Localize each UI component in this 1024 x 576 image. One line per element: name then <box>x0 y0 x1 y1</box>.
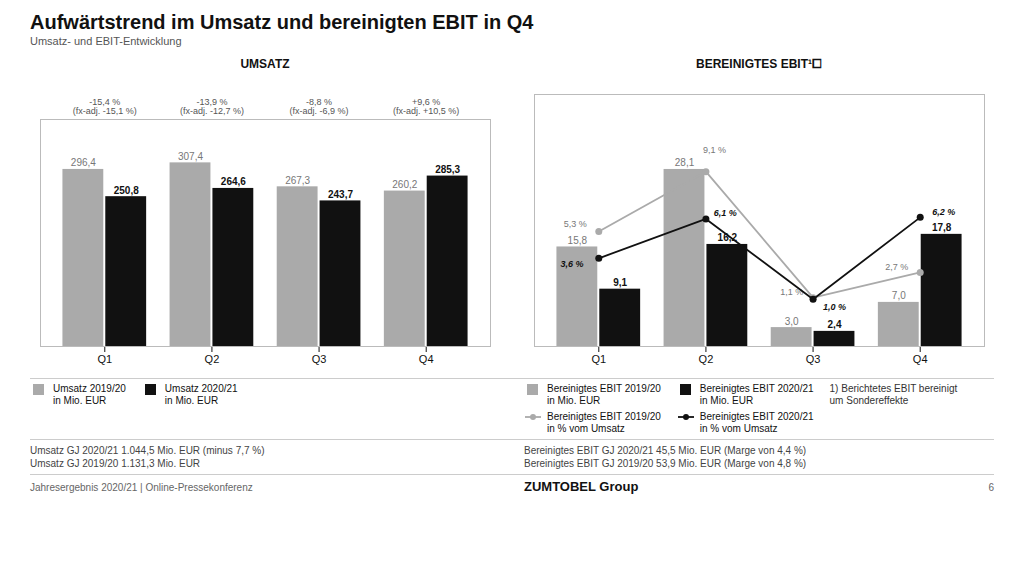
svg-text:9,1 %: 9,1 % <box>703 145 726 155</box>
svg-text:-15,4 %(fx-adj. -15,1 %): -15,4 %(fx-adj. -15,1 %) <box>73 97 137 116</box>
svg-text:6,1 %: 6,1 % <box>714 208 737 218</box>
svg-text:307,4: 307,4 <box>178 151 203 162</box>
svg-text:Q3: Q3 <box>806 353 821 365</box>
svg-text:15,8: 15,8 <box>568 235 588 246</box>
svg-text:5,3 %: 5,3 % <box>564 219 587 229</box>
svg-text:-13,9 %(fx-adj. -12,7 %): -13,9 %(fx-adj. -12,7 %) <box>180 97 244 116</box>
svg-text:16,2: 16,2 <box>718 232 738 243</box>
html-text:Bereinigtes EBIT 2019/20 in %: Bereinigtes EBIT 2019/20 in % vom Umsatz <box>547 411 661 434</box>
html-text:Bereinigtes EBIT GJ 2020/21 45: Bereinigtes EBIT GJ 2020/21 45,5 Mio. EU… <box>524 445 807 456</box>
html-text:6: 6 <box>988 482 994 493</box>
html-text:Aufwärtstrend im Umsatz und be: Aufwärtstrend im Umsatz und bereinigten … <box>30 11 534 33</box>
svg-text:1,1 %: 1,1 % <box>780 287 803 297</box>
html-text:ZUMTOBEL Group: ZUMTOBEL Group <box>524 479 639 494</box>
svg-text:9,1: 9,1 <box>613 277 627 288</box>
svg-text:2,7 %: 2,7 % <box>885 262 908 272</box>
svg-text:+9,6 %(fx-adj. +10,5 %): +9,6 %(fx-adj. +10,5 %) <box>393 97 459 116</box>
html-text:UMSATZ: UMSATZ <box>240 57 290 71</box>
svg-text:264,6: 264,6 <box>221 176 246 187</box>
svg-text:Q1: Q1 <box>591 353 606 365</box>
html-text:BEREINIGTES EBIT¹⧠: BEREINIGTES EBIT¹⧠ <box>696 57 822 71</box>
svg-text:243,7: 243,7 <box>328 189 353 200</box>
svg-text:6,2 %: 6,2 % <box>932 207 955 217</box>
html-text:Bereinigtes EBIT 2020/21 in Mi: Bereinigtes EBIT 2020/21 in Mio. EUR <box>699 383 814 406</box>
svg-text:Q1: Q1 <box>97 353 112 365</box>
svg-text:Q2: Q2 <box>205 353 220 365</box>
html-text:Bereinigtes EBIT GJ 2019/20 53: Bereinigtes EBIT GJ 2019/20 53,9 Mio. EU… <box>524 458 807 469</box>
html-text:Umsatz 2019/20 in Mio. EUR: Umsatz 2019/20 in Mio. EUR <box>53 383 126 406</box>
svg-text:28,1: 28,1 <box>675 157 695 168</box>
html-text:Bereinigtes EBIT 2019/20 in Mi: Bereinigtes EBIT 2019/20 in Mio. EUR <box>547 383 661 406</box>
svg-text:Q3: Q3 <box>312 353 327 365</box>
html-text:Umsatz GJ 2019/20 1.131,3 Mio.: Umsatz GJ 2019/20 1.131,3 Mio. EUR <box>30 458 201 469</box>
svg-text:3,6 %: 3,6 % <box>560 259 583 269</box>
svg-text:3,0: 3,0 <box>785 316 799 327</box>
svg-text:260,2: 260,2 <box>392 179 417 190</box>
html-text:Umsatz 2020/21 in Mio. EUR: Umsatz 2020/21 in Mio. EUR <box>164 383 238 406</box>
svg-text:-8,8 %(fx-adj. -6,9 %): -8,8 %(fx-adj. -6,9 %) <box>290 97 349 116</box>
svg-text:7,0: 7,0 <box>892 290 906 301</box>
svg-text:2,4: 2,4 <box>828 319 842 330</box>
svg-text:Q4: Q4 <box>419 353 434 365</box>
svg-text:17,8: 17,8 <box>932 222 952 233</box>
svg-text:267,3: 267,3 <box>285 175 310 186</box>
svg-text:285,3: 285,3 <box>435 164 460 175</box>
html-text:Bereinigtes EBIT 2020/21 in %: Bereinigtes EBIT 2020/21 in % vom Umsatz <box>699 411 814 434</box>
svg-text:1,0 %: 1,0 % <box>823 302 846 312</box>
svg-text:250,8: 250,8 <box>114 185 139 196</box>
svg-text:Q2: Q2 <box>699 353 714 365</box>
html-text:Umsatz- und EBIT-Entwicklung: Umsatz- und EBIT-Entwicklung <box>30 35 182 47</box>
svg-text:Q4: Q4 <box>913 353 928 365</box>
html-text:Umsatz GJ 2020/21 1.044,5 Mio.: Umsatz GJ 2020/21 1.044,5 Mio. EUR (minu… <box>30 445 265 456</box>
html-text:1) Berichtetes EBIT bereinigt: 1) Berichtetes EBIT bereinigt um Sondere… <box>829 383 958 406</box>
svg-text:296,4: 296,4 <box>71 157 96 168</box>
html-text:Jahresergebnis 2020/21 | Onlin: Jahresergebnis 2020/21 | Online-Presseko… <box>30 482 253 493</box>
